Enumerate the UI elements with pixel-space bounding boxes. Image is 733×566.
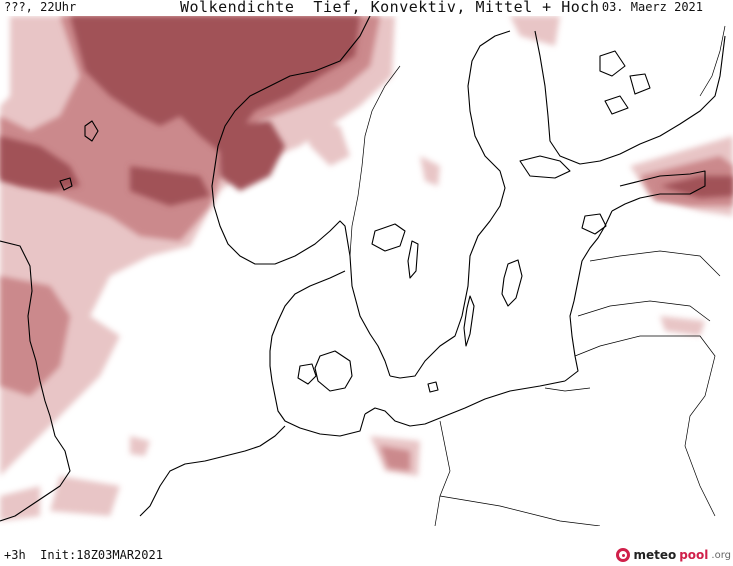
shetland-islands [84,120,99,142]
north-sea-south-coast [139,425,286,517]
funen-island [297,363,317,385]
sweden-coast [389,30,511,379]
germany-czech-border [439,495,601,526]
kaliningrad-border [544,387,591,392]
saaremaa-island [581,213,607,235]
lithuania-border [577,300,711,322]
baltic-states-coast [564,210,613,382]
latvia-border [589,250,721,277]
logo-text-meteo: meteo [633,548,677,562]
finnish-lakes [599,50,651,115]
finland-coast [534,30,726,165]
forecast-date: 03. Maerz 2021 [601,0,703,14]
coastlines [0,16,726,522]
norway-coast [211,16,391,377]
logo-text-pool: pool [679,548,709,562]
south-baltic-coast [364,380,566,427]
jutland-coast [269,270,366,437]
logo-text-org: .org [711,549,731,561]
vattern-lake [407,240,419,279]
valid-time-label: ???, 22Uhr [4,0,77,14]
orkney-islands [59,177,73,191]
estonia-coast [611,170,706,212]
aland-islands [519,155,571,179]
uk-east-coast [0,240,71,522]
cloud-dark-layer [0,16,733,206]
country-borders [349,25,726,526]
bornholm-island [427,381,439,393]
logo-icon [616,548,631,562]
meteopool-logo[interactable]: meteo pool .org [616,548,731,562]
vanern-lake [371,223,406,252]
cloud-field [0,16,733,521]
oland-island [463,295,475,347]
germany-poland-border [434,420,451,526]
model-run-label: +3h Init:18Z03MAR2021 [4,548,163,562]
zealand-island [314,350,353,392]
norway-sweden-border [349,65,401,257]
gotland-island [501,259,523,307]
poland-east-border [574,335,716,517]
map-title: Wolkendichte Tief, Konvektiv, Mittel + H… [180,0,600,16]
russia-finland-border [699,25,726,97]
cloud-density-map [0,16,733,526]
